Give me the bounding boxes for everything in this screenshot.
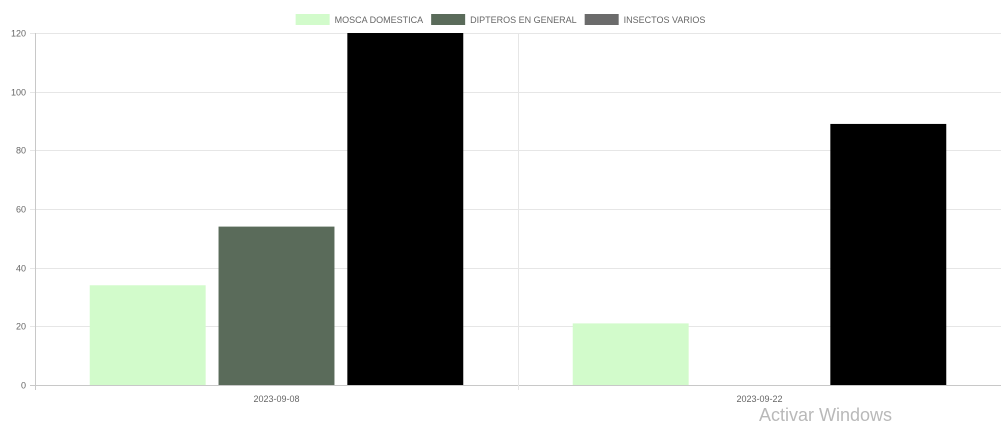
- bars: [89, 33, 947, 385]
- y-tick-label: 40: [16, 264, 26, 274]
- y-tick-label: 80: [16, 146, 26, 156]
- legend-swatch: [295, 14, 330, 25]
- y-tick-label: 60: [16, 205, 26, 215]
- legend-swatch: [431, 14, 466, 25]
- y-tick-label: 100: [11, 88, 26, 98]
- bar: [572, 323, 689, 385]
- x-tick-label: 2023-09-22: [736, 394, 782, 404]
- bar: [830, 123, 947, 385]
- axes: 0 20 40 60 80 100 120 2023-09-08 2023-09-22: [11, 29, 783, 405]
- legend-swatch: [584, 14, 619, 25]
- y-tick-label: 20: [16, 322, 26, 332]
- bar: [218, 226, 335, 385]
- x-tick-label: 2023-09-08: [253, 394, 299, 404]
- legend-label: DIPTEROS EN GENERAL: [470, 15, 577, 25]
- bar: [89, 285, 206, 385]
- bar: [347, 33, 464, 385]
- legend: MOSCA DOMESTICA DIPTEROS EN GENERAL INSECT…: [295, 14, 706, 25]
- legend-label: INSECTOS VARIOS: [624, 15, 706, 25]
- activate-windows-watermark: Activar Windows: [759, 405, 893, 425]
- y-tick-label: 120: [11, 29, 26, 39]
- legend-label: MOSCA DOMESTICA: [335, 15, 424, 25]
- y-tick-label: 0: [21, 381, 26, 391]
